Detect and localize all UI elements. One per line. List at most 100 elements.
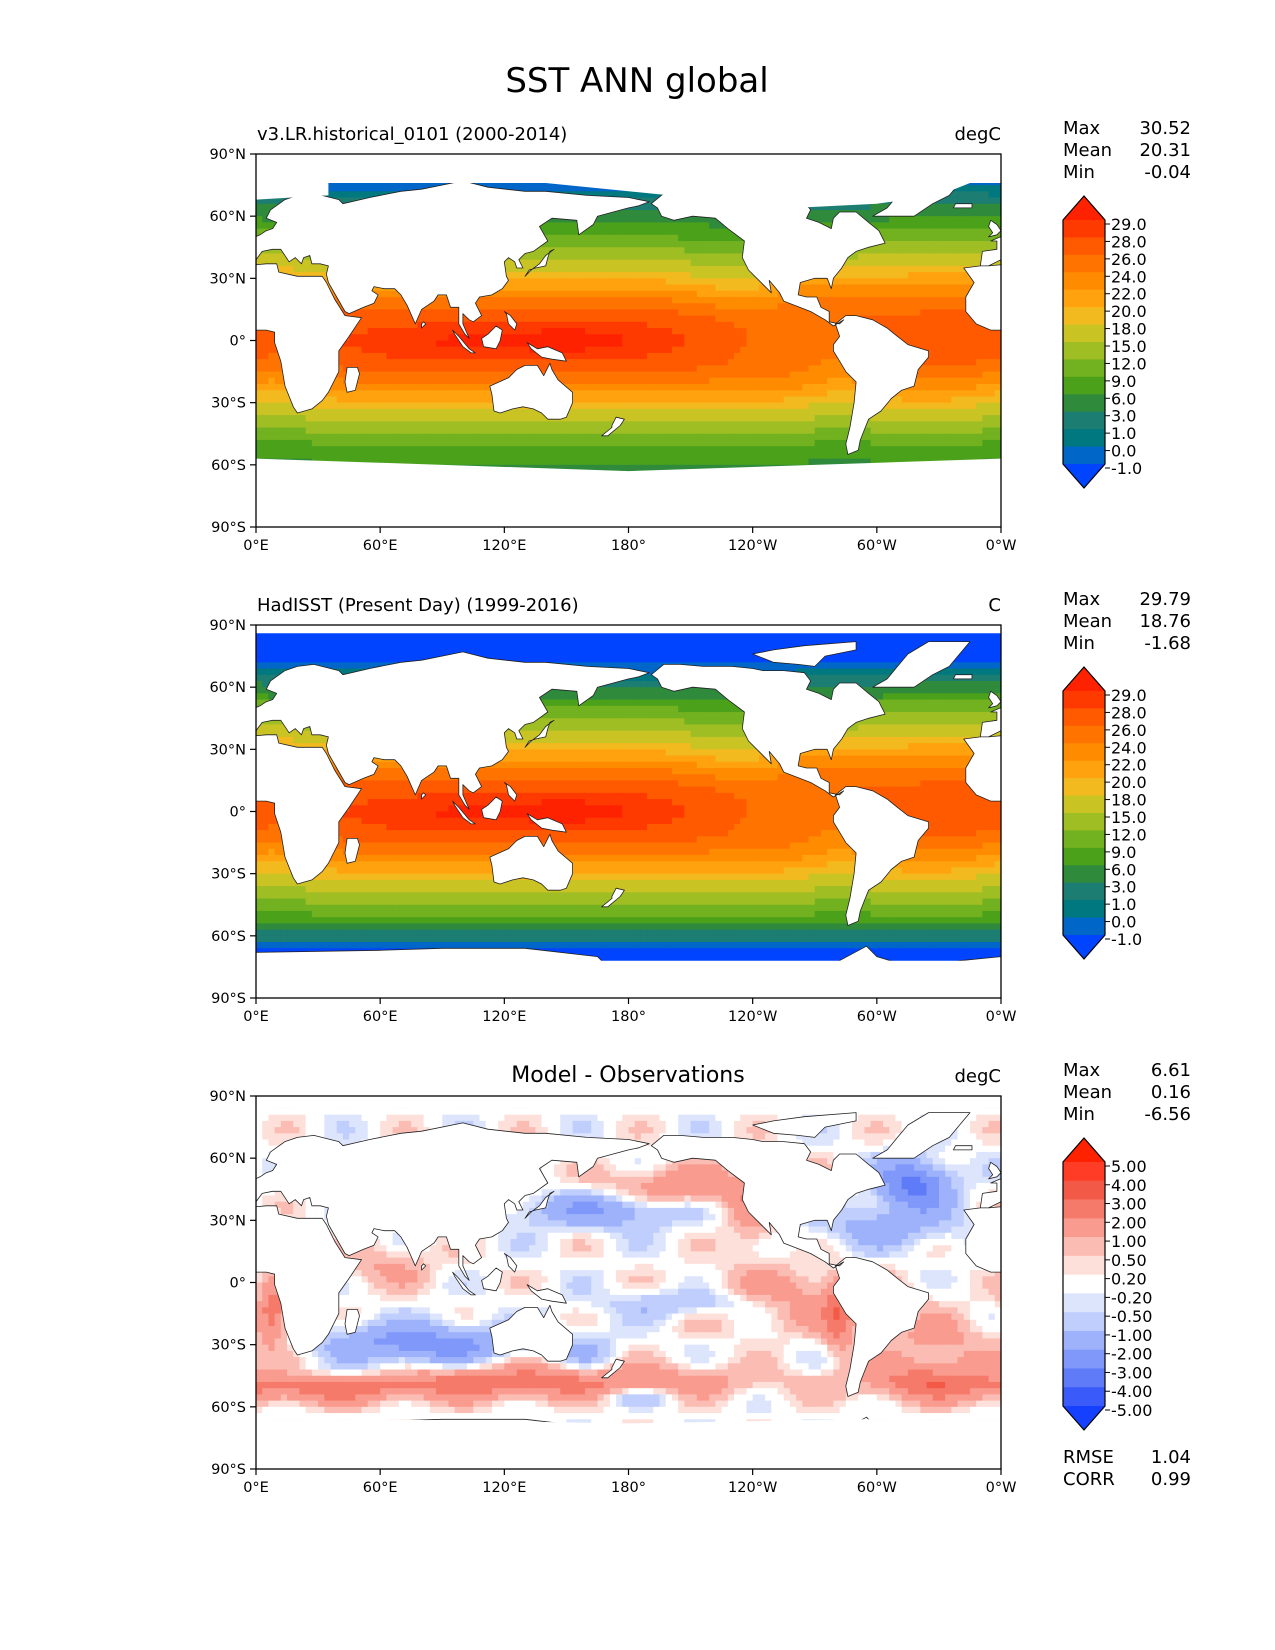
field-cell [864,203,872,211]
field-cell [945,197,952,205]
field-cell [491,377,499,385]
field-cell [684,290,692,298]
field-cell [634,290,642,298]
field-cell [696,334,704,342]
field-cell [429,359,437,366]
field-cell [268,352,276,360]
field-cell [696,340,704,348]
field-cell [920,222,928,230]
field-cell [349,309,356,317]
field-cell [479,365,487,373]
field-cell [951,340,959,348]
field-cell [659,334,667,342]
field-cell [405,334,412,342]
field-cell [622,328,630,335]
field-cell [715,384,723,391]
field-cell [771,390,779,398]
field-cell [299,272,307,279]
field-cell [609,315,617,323]
field-cell [504,321,512,329]
field-cell [889,396,897,404]
field-cell [709,303,717,311]
field-cell [578,384,586,391]
field-cell [336,185,344,192]
field-cell [262,384,270,391]
field-cell [796,377,803,385]
field-cell [498,365,505,373]
field-cell [746,328,754,335]
field-cell [765,371,772,379]
field-cell [690,272,698,279]
field-cell [454,321,462,329]
field-cell [578,185,586,192]
field-cell [473,402,481,410]
field-cell [560,346,568,354]
field-cell [709,315,717,323]
field-cell [423,377,431,385]
field-cell [547,234,555,242]
field-cell [411,390,419,398]
field-cell [417,359,425,366]
field-cell [957,209,965,217]
field-cell [318,272,325,279]
field-cell [479,303,487,311]
field-cell [585,334,592,342]
field-cell [640,384,648,391]
field-cell [690,321,698,329]
field-cell [628,346,636,354]
field-cell [616,371,623,379]
field-cell [777,309,785,317]
field-cell [566,371,574,379]
field-cell [690,377,698,385]
field-cell [994,334,1001,342]
field-cell [467,365,474,373]
field-cell [746,352,754,360]
field-cell [585,396,592,404]
field-cell [585,371,592,379]
field-cell [653,309,661,317]
field-cell [603,272,611,279]
field-cell [591,321,599,329]
field-cell [659,247,667,255]
field-cell [852,309,859,317]
field-cell [945,272,952,279]
field-cell [777,346,785,354]
field-cell [355,384,363,391]
field-cell [572,228,580,236]
field-cell [957,334,965,342]
field-cell [367,321,375,329]
field-cell [640,203,648,211]
field-cell [560,253,568,261]
field-cell [554,328,561,335]
field-cell [982,334,990,342]
field-cell [498,371,505,379]
field-cell [932,259,940,267]
field-cell [852,284,859,292]
field-cell [771,384,779,391]
field-cell [491,303,499,311]
field-cell [268,247,276,255]
field-cell [529,303,536,311]
field-cell [969,359,977,366]
field-cell [920,296,928,304]
field-cell [994,203,1001,211]
field-cell [591,253,599,261]
field-cell [578,303,586,311]
field-cell [417,315,425,323]
field-cell [653,290,661,298]
field-cell [653,222,661,230]
field-cell [355,352,363,360]
field-cell [963,315,971,323]
field-cell [504,359,512,366]
field-cell [367,346,375,354]
field-cell [827,296,834,304]
field-cell [876,203,884,211]
field-cell [740,284,748,292]
field-cell [609,259,617,267]
field-cell [504,259,512,267]
field-cell [963,222,971,230]
field-cell [653,241,661,248]
field-cell [349,359,356,366]
field-cell [895,296,903,304]
field-cell [355,309,363,317]
